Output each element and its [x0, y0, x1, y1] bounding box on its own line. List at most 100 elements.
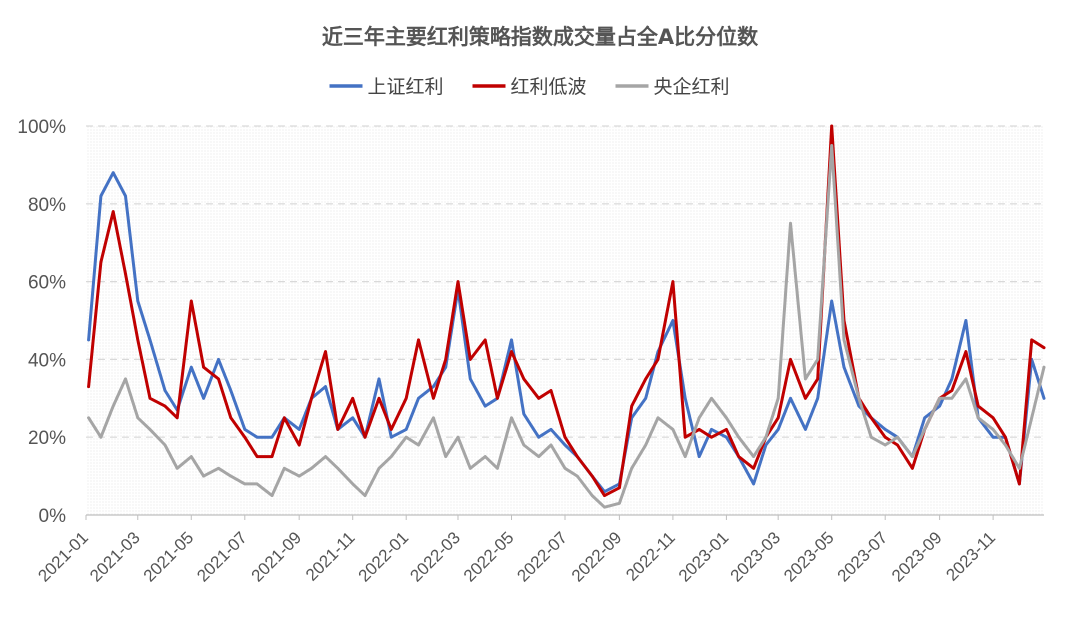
data-point [950, 377, 954, 381]
data-point [390, 455, 393, 458]
data-point [1030, 338, 1033, 342]
legend-label: 上证红利 [368, 76, 444, 98]
data-point [842, 365, 846, 369]
data-point [243, 482, 247, 486]
x-tick-label: 2022-07 [513, 528, 571, 586]
data-point [496, 467, 499, 470]
data-point [111, 404, 115, 408]
data-point [229, 389, 233, 392]
data-point [404, 428, 408, 431]
legend-label: 央企红利 [654, 76, 730, 98]
data-point [496, 397, 499, 400]
x-tick-label: 2023-07 [834, 528, 892, 586]
data-point [336, 428, 340, 431]
x-tick-label: 2021-01 [34, 528, 92, 586]
data-point [991, 428, 995, 431]
x-tick-label: 2023-05 [780, 528, 838, 586]
x-tick-label: 2022-03 [406, 528, 464, 586]
data-point [87, 385, 90, 388]
data-point [510, 338, 513, 342]
data-point [255, 435, 259, 439]
data-point [710, 397, 713, 400]
data-point [976, 416, 980, 420]
data-point [710, 428, 713, 431]
data-point [163, 389, 167, 392]
data-point [764, 435, 768, 439]
data-point [469, 358, 472, 361]
y-axis: 0% 20% 40% 60% 80% 100% [17, 117, 66, 527]
x-tick-label: 2021-07 [193, 528, 251, 586]
data-point [483, 404, 487, 408]
data-point [377, 377, 381, 381]
x-tick-label: 2023-11 [942, 528, 999, 585]
data-point [136, 338, 140, 342]
data-point [896, 443, 899, 447]
data-point [270, 455, 274, 458]
data-point [737, 455, 740, 458]
data-point [869, 435, 873, 439]
data-point [549, 389, 553, 392]
legend-item: 央企红利 [615, 76, 730, 98]
data-point [725, 428, 728, 431]
y-tick-label: 100% [17, 117, 66, 138]
y-tick-label: 0% [39, 506, 67, 527]
x-tick-label: 2021-11 [302, 528, 359, 585]
data-point [644, 397, 647, 400]
x-tick-label: 2022-09 [568, 528, 626, 586]
series-2 [87, 144, 1046, 509]
data-point [656, 358, 660, 361]
x-tick-label: 2021-09 [248, 528, 306, 586]
data-point [163, 443, 167, 447]
data-point [563, 435, 567, 439]
data-point [950, 397, 954, 400]
data-point [444, 455, 448, 458]
data-point [363, 435, 367, 439]
data-point [270, 435, 274, 439]
data-point [816, 377, 819, 381]
data-point [830, 144, 833, 147]
data-point [444, 358, 448, 361]
data-point [175, 467, 179, 470]
y-tick-label: 40% [28, 350, 66, 371]
data-point [630, 404, 633, 408]
data-point [202, 397, 205, 400]
data-point [830, 299, 833, 303]
x-axis: 2021-012021-032021-052021-072021-092021-… [34, 514, 1044, 586]
data-point [377, 397, 381, 400]
x-tick-label: 2022-01 [355, 528, 413, 586]
data-point [124, 377, 127, 381]
data-point [576, 455, 579, 458]
data-point [351, 397, 355, 400]
data-point [363, 494, 367, 497]
data-point [923, 416, 926, 420]
legend-label: 红利低波 [511, 76, 587, 98]
data-point [816, 397, 819, 400]
data-point [869, 416, 873, 420]
y-tick-label: 20% [28, 428, 66, 449]
data-point [404, 435, 408, 439]
data-point [148, 338, 152, 342]
data-point [789, 222, 792, 225]
data-point [136, 416, 140, 420]
data-point [630, 467, 633, 470]
data-point [923, 428, 926, 431]
data-point [683, 435, 687, 439]
data-point [725, 416, 728, 420]
data-point [857, 397, 861, 400]
data-point [324, 385, 327, 388]
data-point [469, 467, 472, 470]
data-point [111, 171, 115, 174]
data-point [124, 272, 127, 276]
data-point [656, 416, 660, 420]
data-point [390, 435, 393, 439]
data-point [270, 494, 274, 497]
data-point [950, 389, 954, 392]
data-point [991, 435, 995, 439]
data-point [1004, 443, 1007, 447]
data-point [644, 377, 647, 381]
x-tick-label: 2022-05 [460, 528, 518, 586]
data-point [789, 358, 792, 361]
data-point [1018, 467, 1021, 470]
data-point [683, 455, 687, 458]
series-group [87, 124, 1046, 509]
